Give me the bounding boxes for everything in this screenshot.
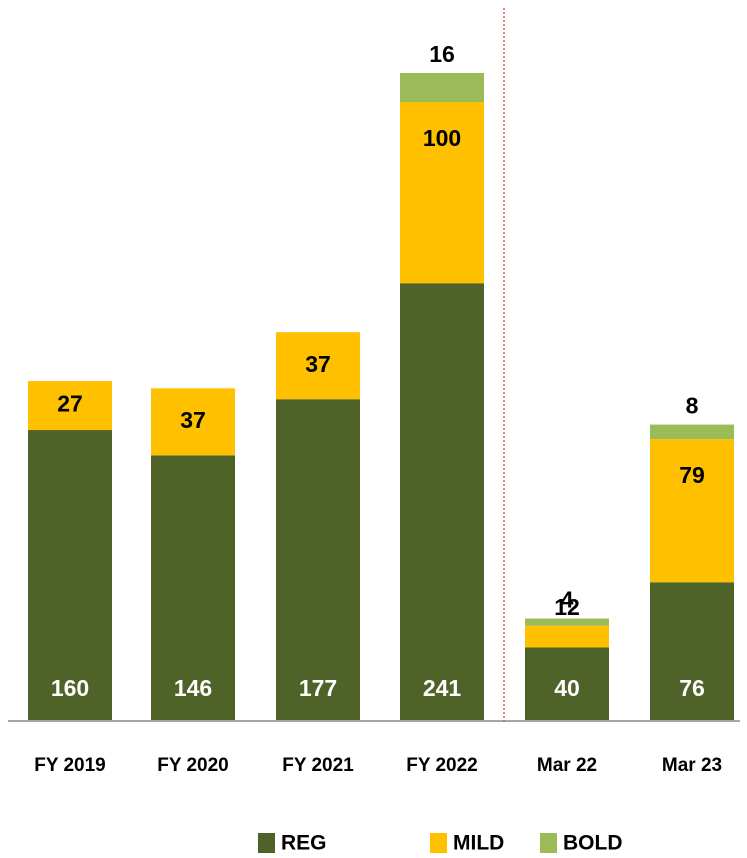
x-tick-label: FY 2019 [34,755,105,776]
value-label: 241 [423,675,462,701]
value-label: 177 [299,675,337,701]
value-label: 37 [180,407,206,433]
bar-segment [400,73,484,102]
x-tick-label: FY 2021 [282,755,354,776]
bar-segment [525,618,609,626]
legend-swatch [540,833,557,853]
value-label: 160 [51,675,89,701]
bar-segment [28,430,112,720]
bar-segment [400,283,484,720]
value-label: 16 [429,41,455,67]
bar-segment [276,399,360,720]
bar-segment [525,625,609,648]
value-label: 76 [679,675,705,701]
value-label: 4 [561,587,574,613]
bar-segment [400,101,484,284]
bar-segment [276,332,360,400]
value-label: 37 [305,351,331,377]
value-label: 12 [554,594,580,620]
x-tick-label: Mar 23 [662,755,722,776]
legend-swatch [430,833,447,853]
x-tick-label: Mar 22 [537,755,597,776]
value-label: 8 [686,393,699,419]
x-tick-label: FY 2022 [406,755,477,776]
legend-label: BOLD [563,832,623,855]
x-tick-label: FY 2020 [157,755,228,776]
bar-segment [650,439,734,583]
bar-segment [28,381,112,431]
value-label: 79 [679,462,705,488]
value-label: 40 [554,675,580,701]
bar-segment [525,647,609,720]
bar-segment [650,424,734,440]
value-label: 27 [57,391,83,417]
bar-segment [650,582,734,720]
legend-swatch [258,833,275,853]
bar-segment [151,455,235,720]
value-label: 100 [423,125,461,151]
bar-segment [151,388,235,456]
legend-label: MILD [453,832,504,855]
legend-label: REG [281,832,327,855]
value-label: 146 [174,675,212,701]
